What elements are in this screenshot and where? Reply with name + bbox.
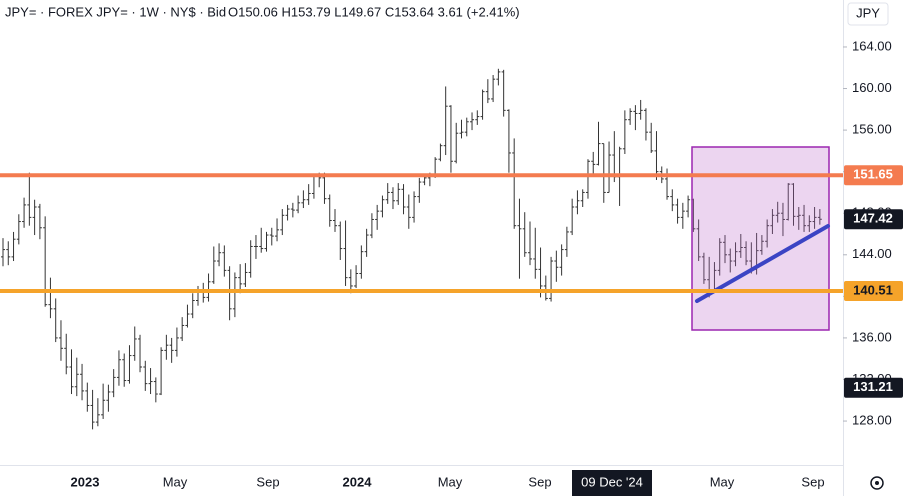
x-tick-label: Sep	[528, 474, 551, 489]
x-tick-label: Sep	[256, 474, 279, 489]
settings-icon-dot	[875, 481, 879, 485]
crosshair-time-label: 09 Dec '24	[581, 474, 643, 489]
settings-icon[interactable]	[870, 476, 884, 490]
price-label: 131.21	[853, 379, 893, 394]
y-tick-label: 128.00	[852, 412, 892, 427]
x-tick-label: May	[438, 474, 463, 489]
x-tick-label: 2024	[343, 474, 373, 489]
price-label-box	[844, 377, 903, 398]
y-tick-label: 160.00	[852, 80, 892, 95]
price-label-box	[844, 281, 903, 302]
crosshair-time-box	[572, 470, 652, 496]
overlay	[0, 146, 843, 331]
price-label: 151.65	[853, 167, 893, 182]
x-tick-label: May	[710, 474, 735, 489]
currency-button[interactable]	[847, 2, 889, 26]
x-tick-label: 2023	[71, 474, 100, 489]
x-tick-label: Sep	[801, 474, 824, 489]
price-label-box	[844, 209, 903, 230]
symbol-info: JPY= · FOREX JPY= · 1W · NY$ · Bid	[5, 4, 226, 19]
plot	[1, 68, 822, 430]
y-tick-label: 136.00	[852, 329, 892, 344]
price-label: 147.42	[853, 211, 893, 226]
y-tick-label: 156.00	[852, 122, 892, 137]
price-label: 140.51	[853, 282, 893, 297]
y-tick-label: 144.00	[852, 246, 892, 261]
ohlc-info: O150.06 H153.79 L149.67 C153.64 3.61 (+2…	[228, 4, 520, 19]
trend-line	[695, 224, 830, 303]
y-tick-label: 164.00	[852, 38, 892, 53]
price-label-box	[844, 165, 903, 186]
currency-label[interactable]: JPY	[856, 5, 880, 20]
x-tick-label: May	[163, 474, 188, 489]
